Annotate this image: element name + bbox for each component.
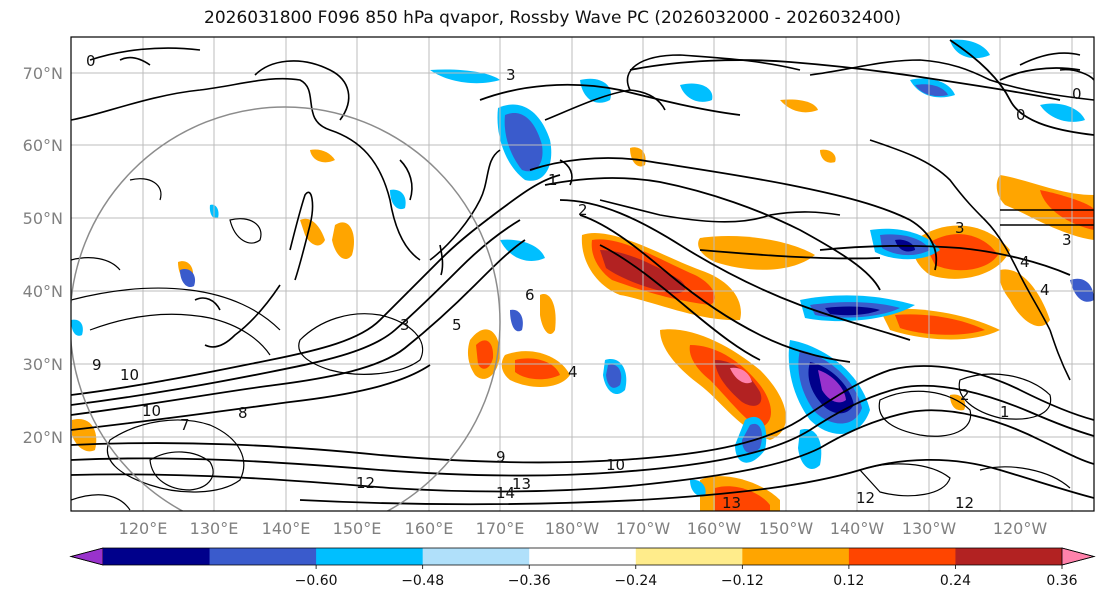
contour-labels: 0 0 3 0 1 2 3 4 6 7 8 9 9 10 10 10 12 12… xyxy=(86,52,1082,512)
lon-label: 120°E xyxy=(119,519,168,538)
longitude-labels: 120°E 130°E 140°E 150°E 160°E 170°E 180°… xyxy=(119,519,1048,538)
lon-label: 170°E xyxy=(476,519,525,538)
coastlines xyxy=(71,47,1094,381)
lon-label: 170°W xyxy=(616,519,671,538)
contour-label: 3 xyxy=(1062,231,1072,249)
lat-label: 70°N xyxy=(23,64,63,83)
contour-label: 2 xyxy=(960,386,970,404)
analysis-region-circle xyxy=(71,106,501,511)
contour-label: 6 xyxy=(525,286,535,304)
contour-label: 4 xyxy=(1040,281,1050,299)
negative-anomaly-fills xyxy=(71,39,1094,497)
map-title: 2026031800 F096 850 hPa qvapor, Rossby W… xyxy=(204,8,901,28)
contour-label: 4 xyxy=(568,363,578,381)
gridlines xyxy=(71,37,1094,511)
contour-label: 12 xyxy=(356,474,375,492)
colorbar-min-arrow xyxy=(69,547,104,566)
lon-label: 130°W xyxy=(902,519,957,538)
colorbar-segment xyxy=(422,548,530,565)
contour-label: 4 xyxy=(1020,253,1030,271)
colorbar-segment xyxy=(742,548,850,565)
colorbar-segment xyxy=(635,548,743,565)
lon-label: 160°E xyxy=(405,519,454,538)
colorbar-tick-label: 0.36 xyxy=(1046,573,1077,589)
colorbar-tick-label: −0.36 xyxy=(508,573,551,589)
colorbar-tick-label: 0.24 xyxy=(940,573,971,589)
colorbar: −0.60−0.48−0.36−0.24−0.120.120.240.360.4… xyxy=(69,547,1096,589)
lat-label: 50°N xyxy=(23,209,63,228)
contour-label: 10 xyxy=(120,366,139,384)
colorbar-segment xyxy=(848,548,956,565)
lon-label: 150°E xyxy=(333,519,382,538)
lat-label: 40°N xyxy=(23,282,63,301)
colorbar-segment xyxy=(529,548,637,565)
contour-label: 1 xyxy=(548,171,558,189)
colorbar-tick-label: −0.12 xyxy=(721,573,764,589)
colorbar-outline xyxy=(69,547,1096,566)
lon-label: 140°E xyxy=(262,519,311,538)
lon-label: 150°W xyxy=(759,519,814,538)
contour-label: 7 xyxy=(180,416,190,434)
contour-label: 1 xyxy=(1000,403,1010,421)
contour-label: 2 xyxy=(578,201,588,219)
contour-lines xyxy=(71,39,1094,511)
colorbar-segment xyxy=(955,548,1063,565)
colorbar-tick-label: 0.12 xyxy=(833,573,864,589)
contour-label: 12 xyxy=(856,489,875,507)
contour-label: 3 xyxy=(400,316,410,334)
lon-label: 120°W xyxy=(993,519,1048,538)
contour-label: 8 xyxy=(238,404,248,422)
colorbar-max-arrow xyxy=(1061,547,1096,566)
latitude-labels: 70°N 60°N 50°N 40°N 30°N 20°N xyxy=(23,64,63,447)
contour-label: 5 xyxy=(452,316,462,334)
lon-label: 160°W xyxy=(687,519,742,538)
contour-label: 0 xyxy=(1016,106,1026,124)
contour-label: 13 xyxy=(512,475,531,493)
contour-label: 3 xyxy=(955,219,965,237)
contour-label: 9 xyxy=(92,356,102,374)
contour-label: 13 xyxy=(722,494,741,512)
lat-label: 30°N xyxy=(23,355,63,374)
colorbar-segment xyxy=(316,548,424,565)
contour-label: 10 xyxy=(606,456,625,474)
contour-label: 0 xyxy=(1072,85,1082,103)
map-area xyxy=(71,37,1094,511)
colorbar-tick-label: −0.24 xyxy=(614,573,657,589)
lon-label: 180°W xyxy=(545,519,600,538)
contour-label: 0 xyxy=(86,52,96,70)
lon-label: 140°W xyxy=(830,519,885,538)
contour-label: 9 xyxy=(496,448,506,466)
lat-label: 20°N xyxy=(23,428,63,447)
lon-label: 130°E xyxy=(190,519,239,538)
contour-label: 12 xyxy=(955,494,974,512)
colorbar-segment xyxy=(103,548,211,565)
colorbar-segment xyxy=(209,548,317,565)
colorbar-tick-label: −0.48 xyxy=(401,573,444,589)
contour-label: 14 xyxy=(496,484,515,502)
contour-label: 3 xyxy=(506,66,516,84)
colorbar-tick-label: −0.60 xyxy=(295,573,338,589)
map-border xyxy=(70,36,1095,512)
contour-label: 10 xyxy=(142,402,161,420)
lat-label: 60°N xyxy=(23,136,63,155)
